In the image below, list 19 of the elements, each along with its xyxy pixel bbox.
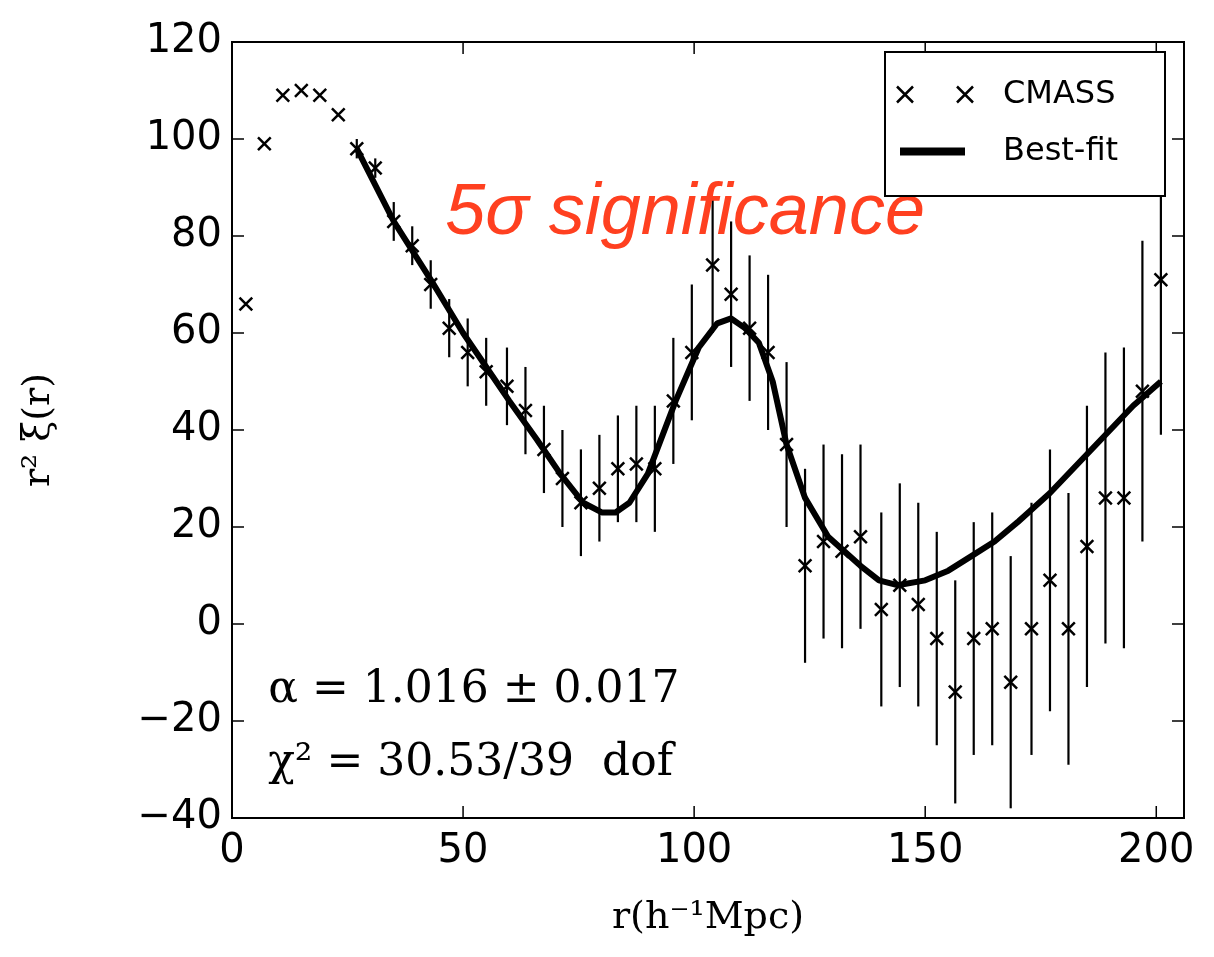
x-tick-label: 50 [437,825,489,872]
x-tick-label: 150 [887,825,964,872]
legend-label: CMASS [1003,72,1116,111]
legend-label: Best-fit [1003,129,1119,168]
y-tick-label: 100 [145,112,222,159]
y-tick-label: 120 [145,15,222,62]
annotation: χ² = 30.53/39 dof [268,734,676,786]
x-tick-label: 200 [1118,825,1195,872]
y-tick-label: 40 [171,403,222,450]
y-tick-label: −20 [137,694,222,741]
annotation: α = 1.016 ± 0.017 [268,660,680,712]
y-tick-label: 60 [171,306,222,353]
y-tick-label: 0 [196,597,222,644]
x-axis-title: r(h⁻¹Mpc) [611,893,805,938]
y-tick-label: −40 [137,791,222,838]
y-tick-label: 80 [171,209,222,256]
x-tick-label: 100 [655,825,733,872]
y-axis-title: r² ξ(r) [13,372,58,488]
y-tick-label: 20 [171,500,222,547]
